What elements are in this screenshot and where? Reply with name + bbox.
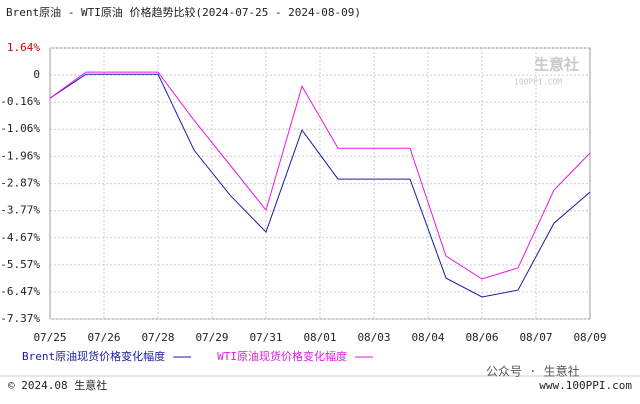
x-tick-label: 08/04 — [411, 331, 444, 344]
footer: © 2024.08 生意社 — [8, 378, 107, 392]
y-tick-label: -1.06% — [0, 122, 40, 135]
legend-label: Brent原油现货价格变化幅度 — [22, 349, 165, 363]
y-tick-label: -7.37% — [0, 312, 40, 325]
x-tick-label: 08/09 — [573, 331, 606, 344]
y-tick-label: -6.47% — [0, 285, 40, 298]
y-tick-label: -0.16% — [0, 95, 40, 108]
x-tick-label: 08/03 — [357, 331, 390, 344]
x-tick-label: 07/25 — [33, 331, 66, 344]
y-tick-label: 0 — [33, 68, 40, 81]
watermark: 生意社 — [534, 56, 579, 74]
x-tick-label: 07/28 — [141, 331, 174, 344]
watermark-url: 100PPI.COM — [514, 78, 562, 87]
site: www.100PPI.com — [539, 379, 632, 392]
series-line — [49, 71, 591, 280]
y-tick-label: 1.64% — [7, 41, 40, 54]
x-tick-label: 08/01 — [303, 331, 336, 344]
y-tick-label: -1.96% — [0, 149, 40, 162]
legend-label: WTI原油现货价格变化幅度 — [217, 349, 347, 363]
wechat: 公众号 · 生意社 — [486, 364, 580, 379]
x-tick-label: 08/06 — [465, 331, 498, 344]
y-tick-label: -2.87% — [0, 177, 40, 190]
x-tick-label: 08/07 — [519, 331, 552, 344]
x-tick-label: 07/31 — [249, 331, 282, 344]
y-tick-label: -3.77% — [0, 204, 40, 217]
y-tick-label: -5.57% — [0, 258, 40, 271]
series-line — [49, 73, 591, 298]
y-tick-label: -4.67% — [0, 231, 40, 244]
x-tick-label: 07/29 — [195, 331, 228, 344]
x-tick-label: 07/26 — [87, 331, 120, 344]
chart-title: Brent原油 - WTI原油 价格趋势比较(2024-07-25 - 2024… — [6, 5, 361, 19]
